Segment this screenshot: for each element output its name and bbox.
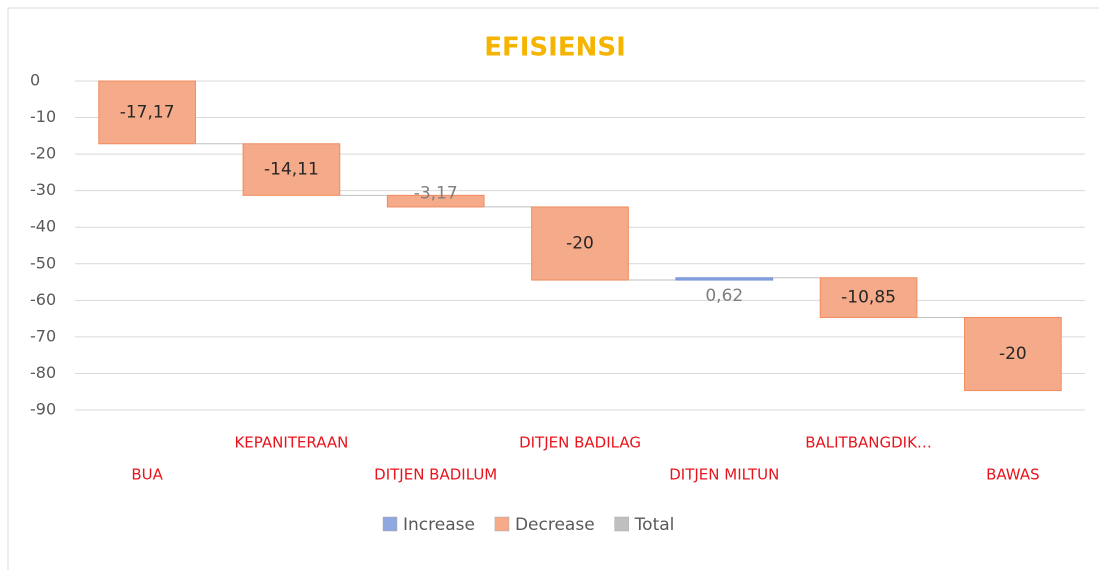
value-label: -14,11 <box>264 160 319 180</box>
bar <box>675 277 774 281</box>
y-tick-label: -60 <box>30 290 56 309</box>
bar <box>242 143 341 196</box>
x-tick-label: DITJEN BADILUM <box>374 466 497 484</box>
legend-swatch <box>382 516 398 532</box>
value-label: -10,85 <box>841 288 896 308</box>
value-label: -3,17 <box>414 183 458 203</box>
bar <box>964 316 1062 392</box>
x-tick-label: DITJEN MILTUN <box>669 466 779 484</box>
bar <box>531 206 629 281</box>
legend-swatch <box>494 516 510 532</box>
value-label: 0,62 <box>705 286 743 306</box>
y-tick-label: -40 <box>30 217 56 236</box>
y-tick-label: 0 <box>30 71 40 90</box>
bar <box>386 194 485 208</box>
legend-label: Total <box>634 515 675 535</box>
bar <box>819 277 918 318</box>
chart-title: EFISIENSI <box>484 33 626 63</box>
y-tick-label: -70 <box>30 326 56 345</box>
legend-label: Decrease <box>515 515 595 535</box>
bar <box>98 80 196 145</box>
y-tick-label: -90 <box>30 400 56 419</box>
x-tick-label: BALITBANGDIK… <box>805 434 932 452</box>
y-tick-label: -30 <box>30 180 56 199</box>
x-tick-label: BAWAS <box>986 466 1040 484</box>
x-tick-label: BUA <box>131 466 163 484</box>
x-tick-label: DITJEN BADILAG <box>519 434 641 452</box>
y-tick-label: -80 <box>30 363 56 382</box>
value-label: -20 <box>566 233 594 253</box>
y-tick-label: -50 <box>30 253 56 272</box>
value-label: -17,17 <box>120 102 175 122</box>
legend-swatch <box>614 516 629 532</box>
y-tick-label: -20 <box>30 144 56 163</box>
y-tick-label: -10 <box>30 107 56 126</box>
x-tick-label: KEPANITERAAN <box>234 434 348 452</box>
value-label: -20 <box>999 344 1027 364</box>
legend-label: Increase <box>403 515 475 535</box>
